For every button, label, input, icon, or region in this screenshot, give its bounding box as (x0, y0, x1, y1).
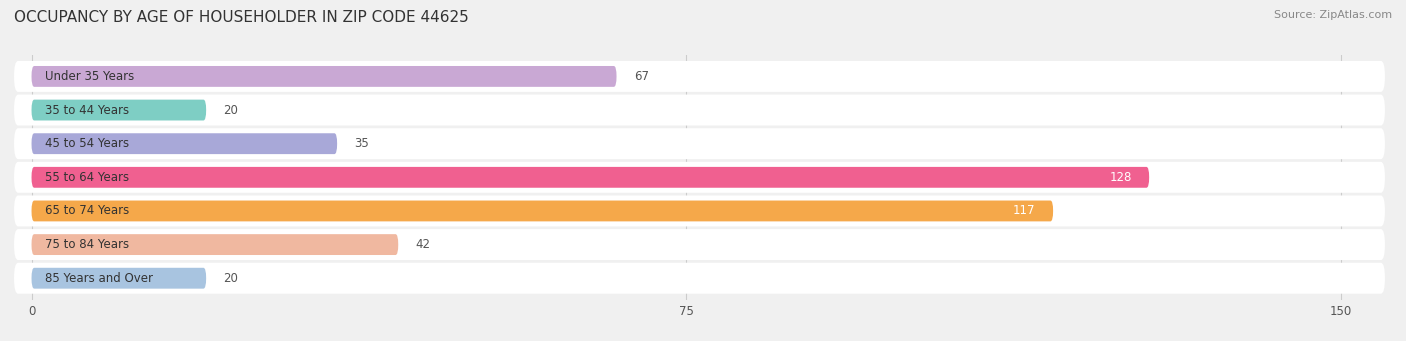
FancyBboxPatch shape (14, 61, 1385, 92)
FancyBboxPatch shape (14, 263, 1385, 294)
Text: OCCUPANCY BY AGE OF HOUSEHOLDER IN ZIP CODE 44625: OCCUPANCY BY AGE OF HOUSEHOLDER IN ZIP C… (14, 10, 468, 25)
FancyBboxPatch shape (31, 201, 1053, 221)
Text: 65 to 74 Years: 65 to 74 Years (45, 205, 129, 218)
Text: Source: ZipAtlas.com: Source: ZipAtlas.com (1274, 10, 1392, 20)
FancyBboxPatch shape (31, 100, 207, 120)
FancyBboxPatch shape (31, 133, 337, 154)
FancyBboxPatch shape (14, 162, 1385, 193)
Text: 128: 128 (1109, 171, 1132, 184)
FancyBboxPatch shape (14, 229, 1385, 260)
FancyBboxPatch shape (31, 234, 398, 255)
Text: 42: 42 (416, 238, 430, 251)
FancyBboxPatch shape (31, 268, 207, 288)
FancyBboxPatch shape (31, 167, 1149, 188)
Text: Under 35 Years: Under 35 Years (45, 70, 134, 83)
Text: 20: 20 (224, 272, 239, 285)
FancyBboxPatch shape (14, 94, 1385, 125)
FancyBboxPatch shape (14, 128, 1385, 159)
Text: 67: 67 (634, 70, 650, 83)
Text: 35 to 44 Years: 35 to 44 Years (45, 104, 129, 117)
FancyBboxPatch shape (31, 66, 617, 87)
Text: 20: 20 (224, 104, 239, 117)
Text: 45 to 54 Years: 45 to 54 Years (45, 137, 129, 150)
Text: 117: 117 (1014, 205, 1036, 218)
Text: 75 to 84 Years: 75 to 84 Years (45, 238, 129, 251)
FancyBboxPatch shape (14, 195, 1385, 226)
Text: 85 Years and Over: 85 Years and Over (45, 272, 153, 285)
Text: 35: 35 (354, 137, 370, 150)
Text: 55 to 64 Years: 55 to 64 Years (45, 171, 129, 184)
